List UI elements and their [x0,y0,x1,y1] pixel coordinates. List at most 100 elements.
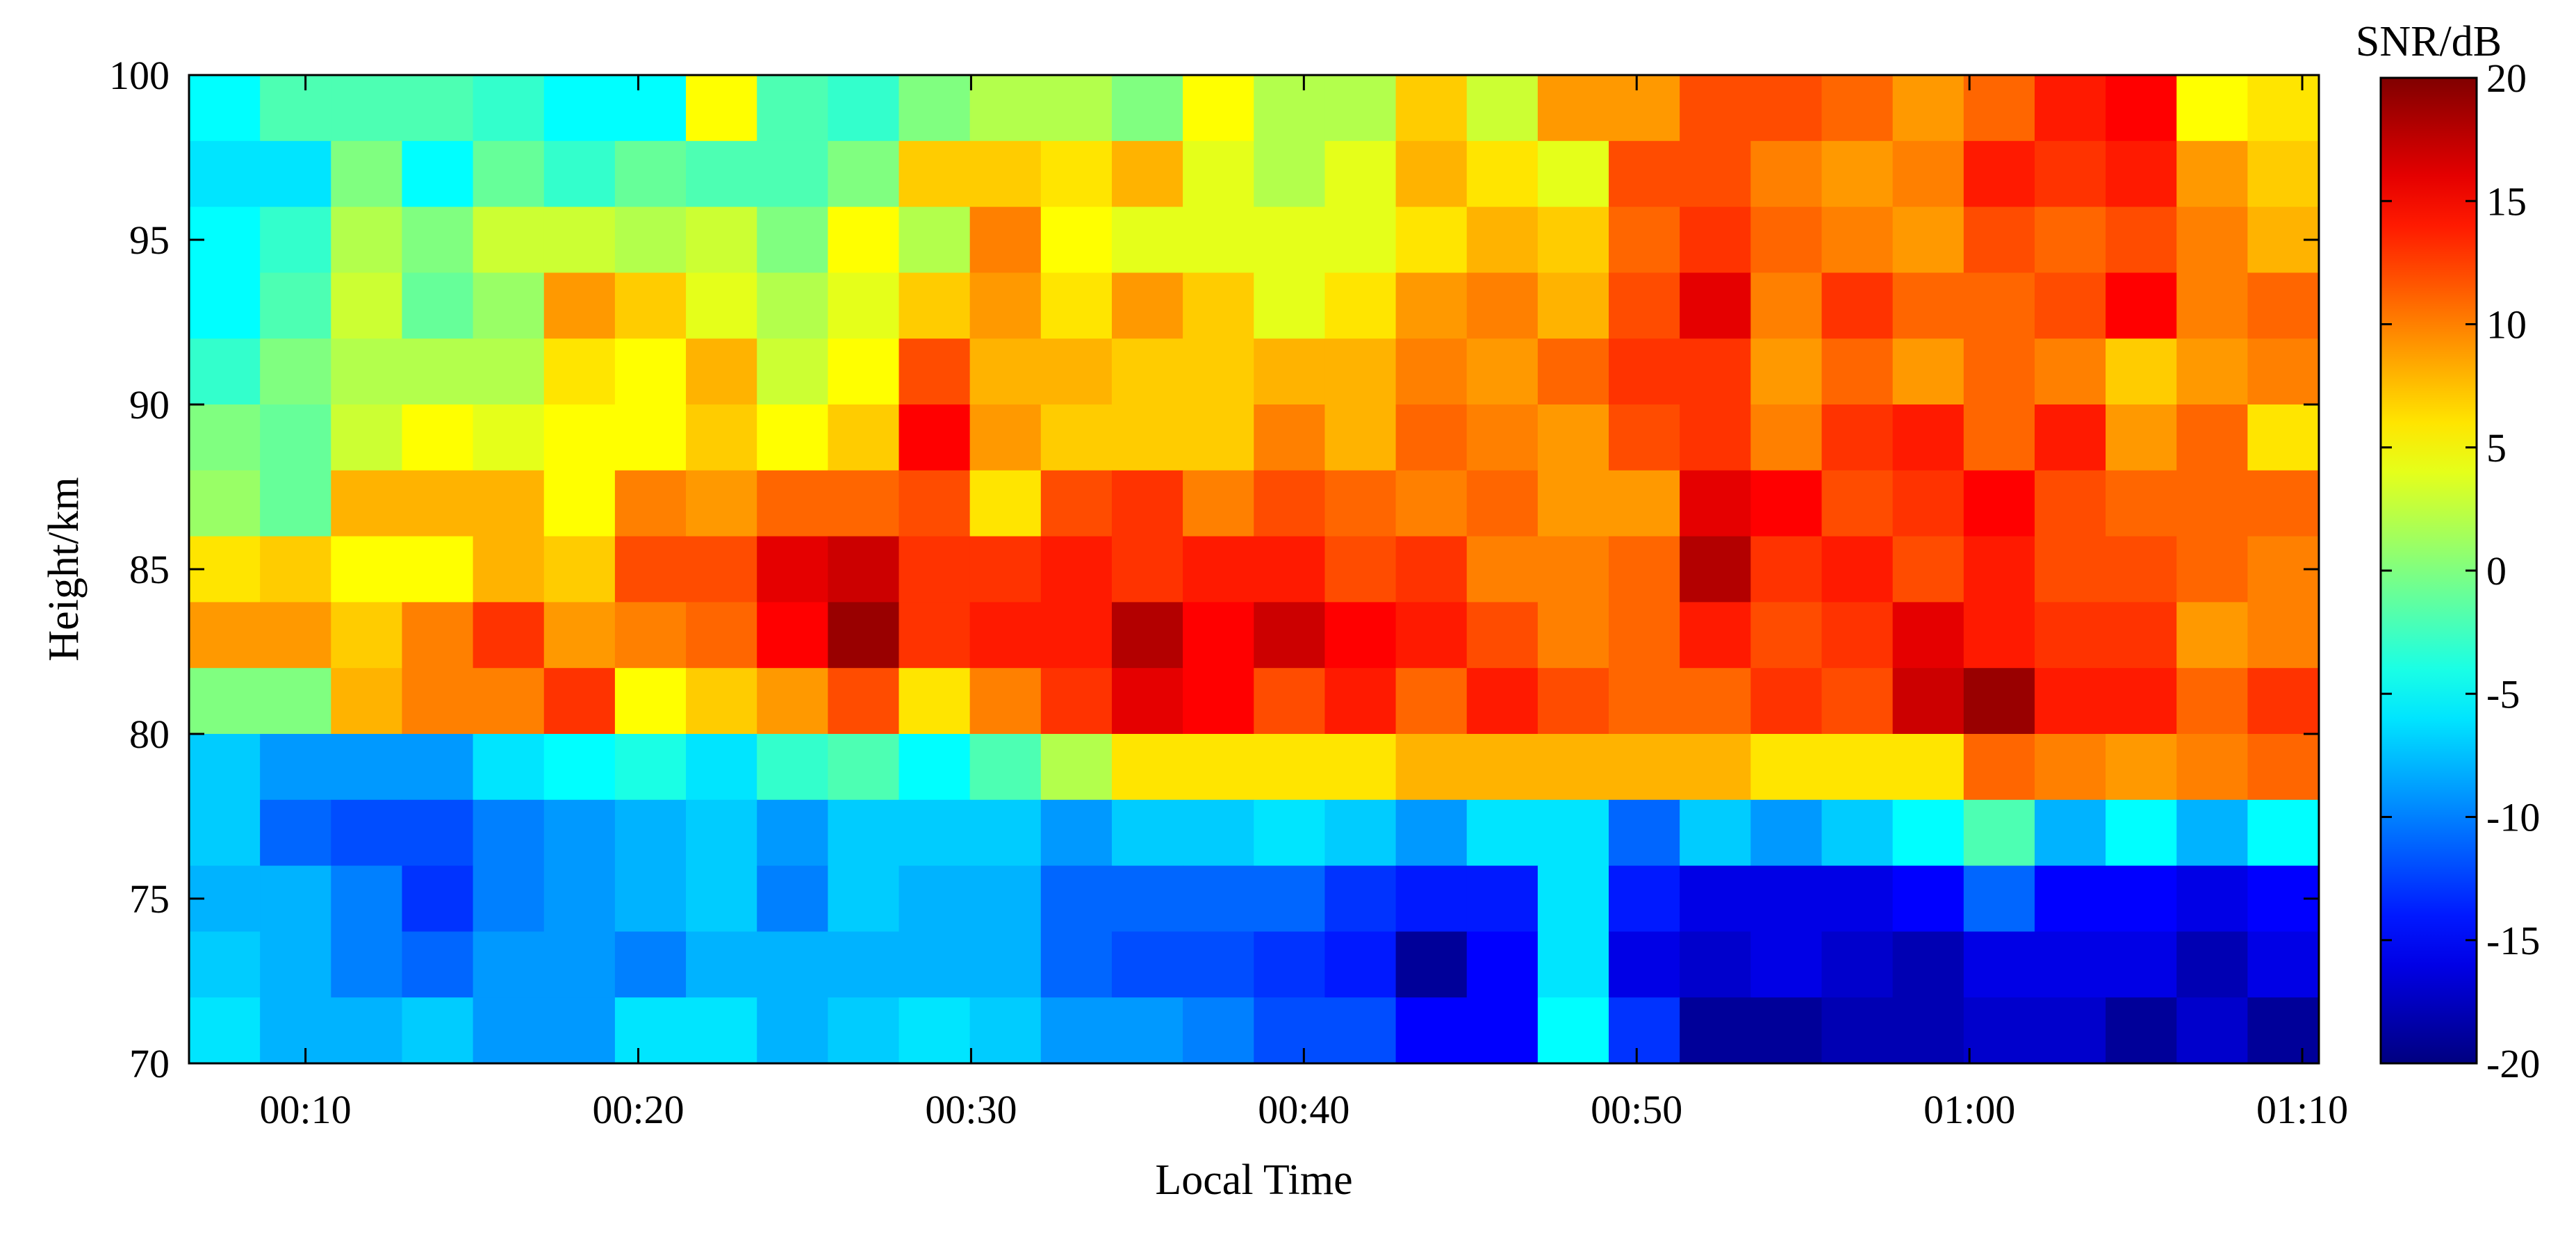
y-tick-label: 75 [129,876,170,922]
heatmap-cell [1680,75,1751,142]
heatmap-cell [2247,404,2320,471]
heatmap-cell [1183,931,1254,998]
heatmap-cell [1324,734,1397,801]
heatmap-cell [260,75,331,142]
heatmap-cell [2176,734,2248,801]
heatmap-cell [1609,206,1680,273]
heatmap-cell [1963,668,2035,735]
heatmap-cell [614,799,687,867]
heatmap-cell [473,865,545,932]
heatmap-cell [2176,602,2248,669]
heatmap-cell [686,404,757,471]
axis-ticks: 00:10 00:20 00:30 00:40 00:50 01:00 01:10 70 75 8… [109,53,2348,1132]
heatmap-cell [1111,206,1183,273]
heatmap-cell [1963,536,2035,603]
heatmap-cell [2176,470,2248,537]
heatmap-cell [969,668,1042,735]
heatmap-cell [189,931,261,998]
y-tick-label: 95 [129,218,170,263]
heatmap-cell [1963,140,2035,208]
heatmap-cell [1254,338,1326,405]
heatmap-cell [1537,338,1609,405]
heatmap-cell [1324,75,1397,142]
heatmap-cell [1395,668,1468,735]
heatmap-cell [1254,536,1326,603]
heatmap-cell [2034,668,2106,735]
heatmap-cell [473,734,545,801]
heatmap-cell [189,338,261,405]
heatmap-cell [1963,997,2035,1064]
heatmap-cell [757,799,828,867]
heatmap-cell [1537,602,1609,669]
heatmap-cell [2106,799,2177,867]
heatmap-cell [1183,470,1254,537]
heatmap-cell [260,602,331,669]
heatmap-cell [1254,470,1326,537]
heatmap-cell [1537,272,1609,339]
heatmap-cell [189,404,261,471]
heatmap-cell [828,75,900,142]
heatmap-cell [402,734,474,801]
heatmap-cell [686,602,757,669]
x-tick-label: 00:50 [1591,1087,1682,1132]
heatmap-cell [614,206,687,273]
heatmap-cell [543,404,616,471]
heatmap-cell [614,865,687,932]
heatmap-cell [2247,602,2320,669]
heatmap-cell [1111,997,1183,1064]
heatmap-cell [1466,338,1539,405]
heatmap-cell [331,206,403,273]
heatmap-cell [2247,140,2320,208]
heatmap-cell [473,206,545,273]
heatmap-cell [1111,404,1183,471]
heatmap-cell [686,272,757,339]
heatmap-cell [1609,799,1680,867]
y-tick-label: 85 [129,547,170,592]
heatmap-cell [1040,997,1113,1064]
heatmap-cell [828,338,900,405]
heatmap-cell [686,799,757,867]
heatmap-cell [1609,404,1680,471]
heatmap-cell [1963,470,2035,537]
heatmap-cell [1324,470,1397,537]
x-tick-label: 01:00 [1923,1087,2015,1132]
heatmap-cell [1111,536,1183,603]
heatmap-cell [1466,865,1539,932]
heatmap-cell [614,668,687,735]
heatmap-cell [2034,865,2106,932]
heatmap-cell [1324,140,1397,208]
heatmap-cell [1750,997,1823,1064]
heatmap-cell [1963,338,2035,405]
heatmap-cell [331,602,403,669]
heatmap-cell [614,272,687,339]
heatmap-cell [260,272,331,339]
heatmap-cell [899,931,971,998]
heatmap-cell [1680,931,1751,998]
heatmap-cell [686,997,757,1064]
heatmap-cell [2034,404,2106,471]
heatmap-cell [2034,470,2106,537]
heatmap-cell [1680,206,1751,273]
heatmap-cell [260,799,331,867]
heatmap-cell [828,799,900,867]
heatmap-cell [899,272,971,339]
heatmap-cell [402,206,474,273]
heatmap-cell [614,602,687,669]
heatmap-cell [2034,75,2106,142]
heatmap-cell [1254,404,1326,471]
heatmap-cell [1254,997,1326,1064]
heatmap-cell [686,536,757,603]
heatmap-cell [1040,865,1113,932]
heatmap-cell [1466,602,1539,669]
heatmap-cell [1395,536,1468,603]
heatmap-cell [2176,404,2248,471]
heatmap-cell [2106,404,2177,471]
heatmap-cell [331,668,403,735]
heatmap-cell [1466,931,1539,998]
heatmap-cell [543,272,616,339]
heatmap-cell [899,997,971,1064]
heatmap-cell [1680,734,1751,801]
heatmap-cell [1254,865,1326,932]
heatmap-cell [543,470,616,537]
x-tick-label: 00:40 [1258,1087,1349,1132]
